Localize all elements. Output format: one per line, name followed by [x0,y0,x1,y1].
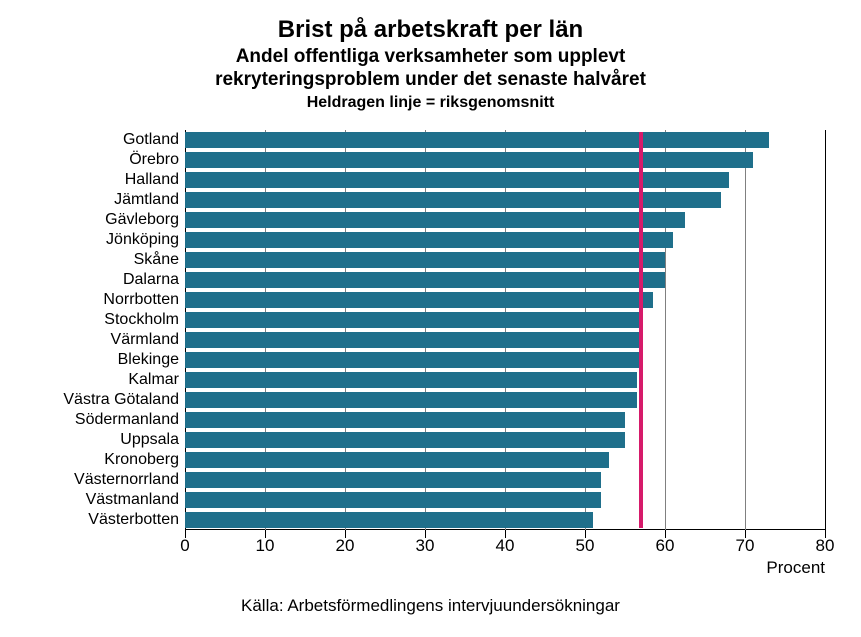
bar [185,392,637,408]
x-tick-label: 50 [576,536,595,556]
y-axis-category-label: Jönköping [106,230,185,250]
y-axis-category-label: Kronoberg [104,450,185,470]
chart-subtitle-note: Heldragen linje = riksgenomsnitt [0,94,861,112]
bar-row: Norrbotten [185,290,825,310]
bar [185,272,665,288]
y-axis-category-label: Dalarna [123,270,185,290]
chart-subtitle-line1: Andel offentliga verksamheter som upplev… [236,46,626,67]
bar-row: Halland [185,170,825,190]
bar-row: Skåne [185,250,825,270]
y-axis-category-label: Västra Götaland [63,390,185,410]
titles-block: Brist på arbetskraft per län Andel offen… [0,16,861,112]
bar-row: Södermanland [185,410,825,430]
bar [185,232,673,248]
bar-row: Värmland [185,330,825,350]
x-axis-label: Procent [766,558,825,578]
y-axis-category-label: Västernorrland [74,470,185,490]
bar [185,312,641,328]
y-axis-category-label: Södermanland [75,410,185,430]
bar-row: Blekinge [185,350,825,370]
bar [185,412,625,428]
bar-row: Kronoberg [185,450,825,470]
chart-subtitle-line2: rekryteringsproblem under det senaste ha… [215,69,646,90]
bar [185,352,641,368]
x-tick-label: 40 [496,536,515,556]
y-axis-category-label: Västmanland [86,490,185,510]
bar-row: Gävleborg [185,210,825,230]
y-axis-category-label: Gotland [123,130,185,150]
y-axis-category-label: Uppsala [120,430,185,450]
x-tick-label: 0 [180,536,189,556]
bar-row: Jämtland [185,190,825,210]
y-axis-category-label: Kalmar [128,370,185,390]
bar [185,432,625,448]
bar [185,132,769,148]
reference-line [639,132,643,528]
bar [185,152,753,168]
bar [185,512,593,528]
y-axis-category-label: Västerbotten [88,510,185,530]
bar [185,332,641,348]
bar-row: Dalarna [185,270,825,290]
chart-title: Brist på arbetskraft per län [0,16,861,44]
bar-row: Uppsala [185,430,825,450]
chart-source: Källa: Arbetsförmedlingens intervjuunder… [0,596,861,616]
y-axis-category-label: Gävleborg [105,210,185,230]
x-tick-label: 30 [416,536,435,556]
y-axis-category-label: Skåne [134,250,185,270]
bar-row: Västernorrland [185,470,825,490]
bar-row: Kalmar [185,370,825,390]
y-axis-category-label: Norrbotten [103,290,185,310]
y-axis-category-label: Blekinge [118,350,185,370]
bar-row: Jönköping [185,230,825,250]
x-tick-label: 70 [736,536,755,556]
bar-row: Gotland [185,130,825,150]
bar-row: Västmanland [185,490,825,510]
y-axis-category-label: Örebro [129,150,185,170]
x-tick-label: 60 [656,536,675,556]
bar [185,492,601,508]
bar [185,472,601,488]
bar [185,212,685,228]
bar-row: Örebro [185,150,825,170]
bar [185,372,637,388]
x-tick-label: 20 [336,536,355,556]
x-tick-label: 80 [816,536,835,556]
bar [185,292,653,308]
bar [185,452,609,468]
y-axis-category-label: Stockholm [104,310,185,330]
y-axis-category-label: Värmland [111,330,185,350]
bar-row: Västerbotten [185,510,825,530]
x-tick-label: 10 [256,536,275,556]
chart-container: Brist på arbetskraft per län Andel offen… [0,0,861,637]
y-axis-category-label: Halland [125,170,185,190]
plot-area: Procent 01020304050607080GotlandÖrebroHa… [185,130,826,530]
bar-row: Stockholm [185,310,825,330]
chart-subtitle: Andel offentliga verksamheter som upplev… [0,46,861,92]
bar [185,252,665,268]
y-axis-category-label: Jämtland [114,190,185,210]
bar [185,172,729,188]
bar-row: Västra Götaland [185,390,825,410]
